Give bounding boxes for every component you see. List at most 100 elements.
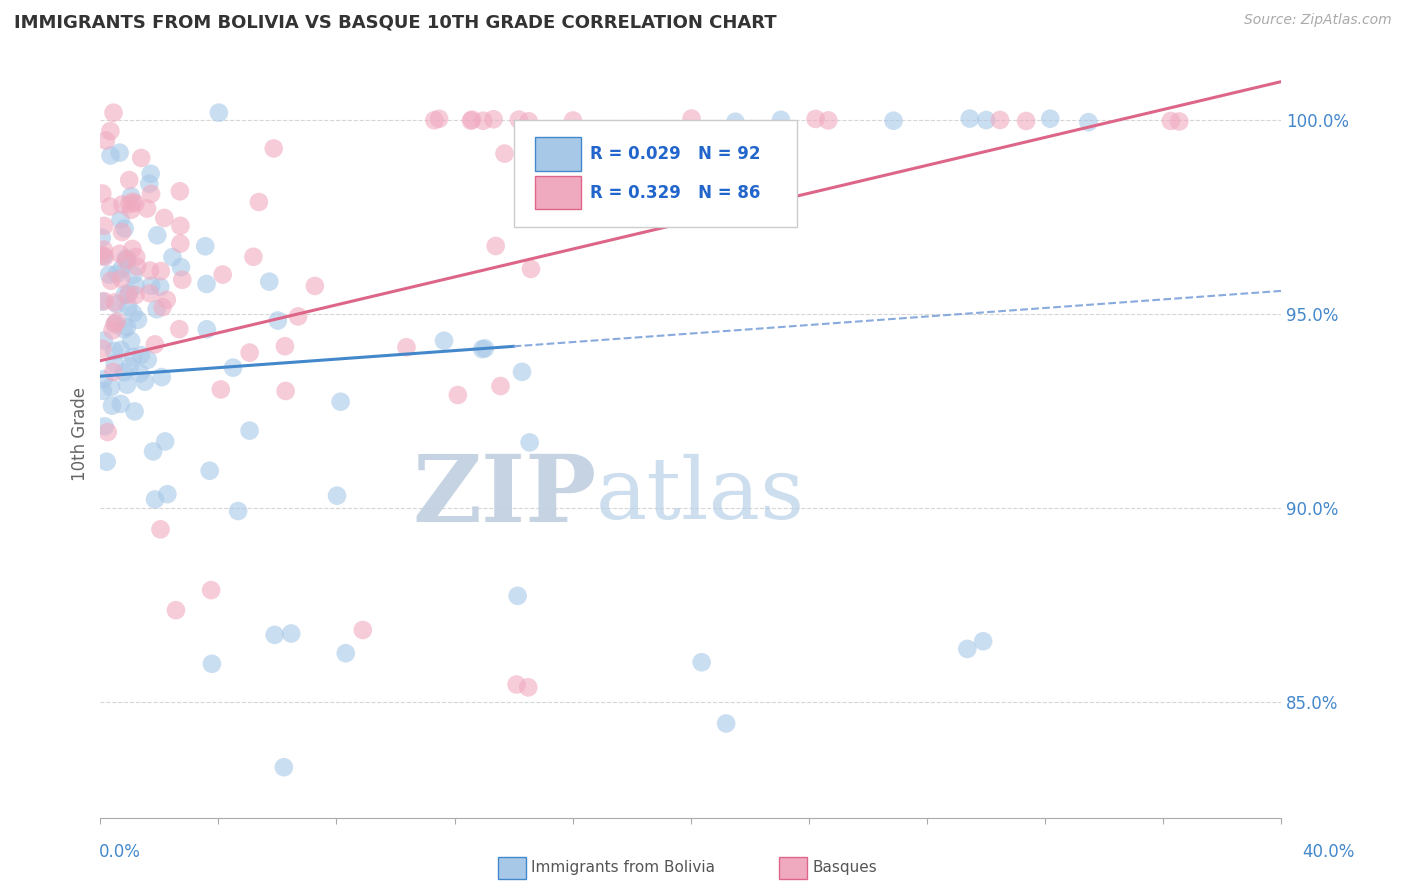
Text: Basques: Basques	[813, 860, 877, 874]
Point	[242, 250, 264, 264]
Point	[273, 760, 295, 774]
Point	[156, 487, 179, 501]
Point	[110, 343, 132, 357]
Point	[129, 367, 152, 381]
Point	[1015, 114, 1038, 128]
Point	[105, 314, 128, 328]
Point	[690, 655, 713, 669]
Point	[267, 313, 290, 327]
Point	[247, 194, 270, 209]
Point	[201, 657, 224, 671]
Text: atlas: atlas	[596, 454, 806, 537]
Point	[427, 112, 450, 126]
Point	[105, 297, 128, 311]
Point	[124, 278, 146, 293]
Point	[111, 225, 134, 239]
Point	[1160, 114, 1182, 128]
Point	[139, 286, 162, 301]
Point	[103, 343, 125, 358]
Point	[274, 339, 297, 353]
Point	[352, 623, 374, 637]
Point	[93, 419, 115, 434]
Point	[208, 105, 231, 120]
Point	[91, 342, 114, 356]
Point	[118, 173, 141, 187]
Point	[1168, 114, 1191, 128]
Point	[93, 243, 115, 257]
Point	[287, 310, 309, 324]
Point	[122, 306, 145, 320]
Point	[136, 202, 159, 216]
Point	[94, 133, 117, 147]
Point	[505, 677, 527, 691]
Point	[326, 489, 349, 503]
Point	[143, 492, 166, 507]
Point	[195, 322, 218, 336]
Point	[134, 375, 156, 389]
Point	[471, 342, 494, 356]
Point	[101, 323, 124, 337]
Point	[804, 112, 827, 126]
Point	[129, 348, 152, 362]
Point	[153, 211, 176, 225]
Point	[139, 167, 162, 181]
Point	[520, 262, 543, 277]
Point	[115, 320, 138, 334]
Point	[724, 115, 747, 129]
Point	[136, 352, 159, 367]
Point	[259, 275, 281, 289]
Point	[121, 194, 143, 209]
Point	[263, 628, 285, 642]
Point	[103, 318, 125, 332]
Point	[194, 239, 217, 253]
Point	[93, 219, 115, 233]
Point	[110, 261, 132, 276]
Point	[146, 228, 169, 243]
Point	[91, 384, 114, 398]
Point	[517, 681, 540, 695]
Point	[138, 177, 160, 191]
Text: 40.0%: 40.0%	[1302, 843, 1355, 861]
Point	[972, 634, 994, 648]
Point	[120, 202, 142, 217]
Point	[769, 112, 792, 127]
Point	[91, 186, 114, 201]
Point	[103, 105, 125, 120]
Point	[482, 112, 505, 127]
Point	[129, 151, 152, 165]
FancyBboxPatch shape	[513, 120, 797, 227]
Point	[460, 113, 482, 128]
Point	[93, 294, 115, 309]
Point	[145, 302, 167, 317]
Point	[153, 434, 176, 449]
Point	[127, 260, 149, 274]
Point	[124, 288, 146, 302]
Point	[98, 124, 121, 138]
Point	[162, 250, 184, 264]
Point	[115, 253, 138, 268]
Point	[172, 273, 194, 287]
Point	[122, 268, 145, 282]
Point	[152, 300, 174, 314]
Point	[139, 263, 162, 277]
Point	[117, 288, 139, 302]
Point	[474, 342, 496, 356]
Point	[882, 113, 904, 128]
FancyBboxPatch shape	[534, 176, 581, 210]
Point	[120, 334, 142, 348]
Point	[125, 250, 148, 264]
Point	[114, 287, 136, 301]
Point	[93, 334, 115, 348]
Point	[98, 268, 121, 282]
Point	[165, 603, 187, 617]
Point	[93, 250, 115, 264]
Point	[714, 716, 737, 731]
Point	[472, 113, 495, 128]
Point	[93, 249, 115, 263]
Point	[149, 264, 172, 278]
Point	[111, 197, 134, 211]
Point	[195, 277, 218, 291]
Point	[200, 583, 222, 598]
Point	[110, 271, 132, 285]
Point	[108, 246, 131, 260]
